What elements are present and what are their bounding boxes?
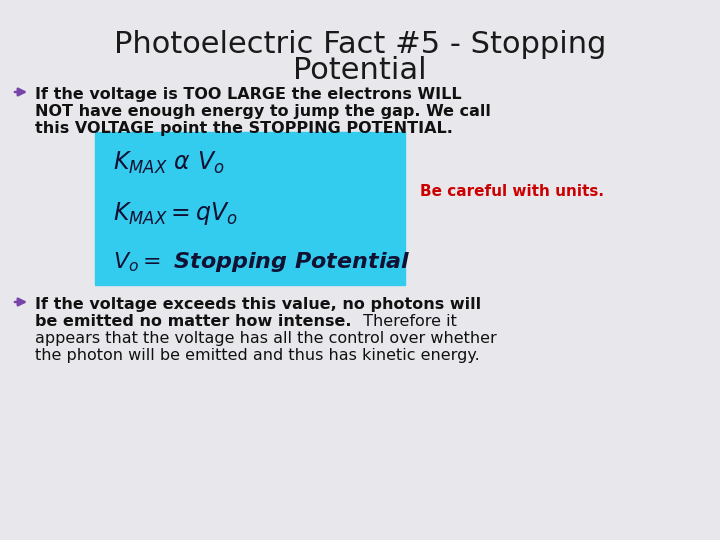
FancyBboxPatch shape: [95, 132, 405, 285]
Text: this VOLTAGE point the STOPPING POTENTIAL.: this VOLTAGE point the STOPPING POTENTIA…: [35, 121, 453, 136]
Text: $V_o = $ Stopping Potential: $V_o = $ Stopping Potential: [113, 250, 410, 274]
Text: If the voltage exceeds this value, no photons will: If the voltage exceeds this value, no ph…: [35, 297, 481, 312]
Text: be emitted no matter how intense.: be emitted no matter how intense.: [35, 314, 351, 329]
Text: $K_{MAX} = qV_o$: $K_{MAX} = qV_o$: [113, 200, 238, 227]
Text: the photon will be emitted and thus has kinetic energy.: the photon will be emitted and thus has …: [35, 348, 480, 363]
Text: $K_{MAX}\ \alpha\ V_o$: $K_{MAX}\ \alpha\ V_o$: [113, 150, 225, 176]
Text: Potential: Potential: [293, 56, 427, 85]
Text: NOT have enough energy to jump the gap. We call: NOT have enough energy to jump the gap. …: [35, 104, 491, 119]
Text: Photoelectric Fact #5 - Stopping: Photoelectric Fact #5 - Stopping: [114, 30, 606, 59]
Text: Therefore it: Therefore it: [358, 314, 457, 329]
Text: appears that the voltage has all the control over whether: appears that the voltage has all the con…: [35, 331, 497, 346]
Text: Be careful with units.: Be careful with units.: [420, 185, 604, 199]
Text: If the voltage is TOO LARGE the electrons WILL: If the voltage is TOO LARGE the electron…: [35, 87, 462, 102]
